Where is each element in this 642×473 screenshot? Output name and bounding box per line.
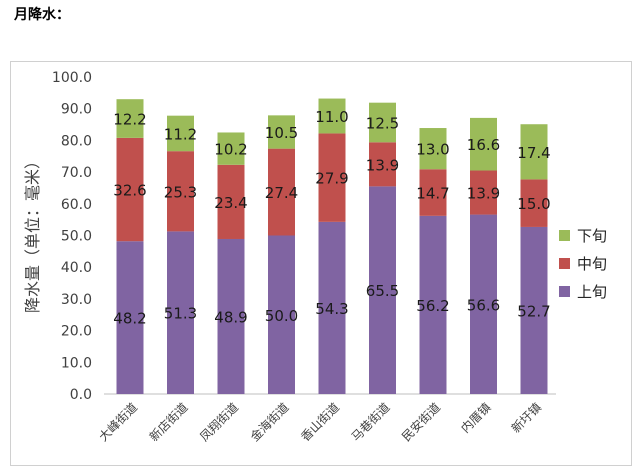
page-heading: 月降水： xyxy=(14,7,70,23)
bars xyxy=(116,98,548,394)
data-label: 13.9 xyxy=(366,156,399,174)
bar-segment xyxy=(369,186,396,394)
data-label: 12.2 xyxy=(113,111,146,129)
data-label: 48.2 xyxy=(113,310,146,328)
bar-segment xyxy=(419,215,447,394)
legend-swatch xyxy=(559,258,570,269)
data-label: 56.6 xyxy=(467,296,500,314)
data-label: 15.0 xyxy=(517,195,550,213)
y-tick-label: 60.0 xyxy=(61,197,92,213)
y-axis-label: 降水量（单位：毫米） xyxy=(23,153,42,313)
data-labels: 48.2 32.6 12.2 51.3 25.3 11.2 48.9 23.4 10.2 50.0… xyxy=(113,108,550,328)
data-label: 10.5 xyxy=(265,124,298,142)
bar-segment xyxy=(318,221,346,394)
bar-segment xyxy=(167,231,194,394)
bar-segment xyxy=(217,164,245,239)
data-label: 54.3 xyxy=(315,300,348,318)
data-label: 14.7 xyxy=(416,185,449,203)
bar-segment xyxy=(520,179,548,227)
y-tick-label: 90.0 xyxy=(61,102,92,118)
y-tick-label: 100.0 xyxy=(52,70,92,86)
data-label: 17.4 xyxy=(517,144,550,162)
y-tick-label: 0.0 xyxy=(70,387,92,403)
bar-segment xyxy=(268,235,295,394)
bar-segment xyxy=(470,214,497,394)
data-label: 27.4 xyxy=(265,184,298,202)
data-label: 52.7 xyxy=(517,302,550,320)
y-tick-label: 50.0 xyxy=(61,229,92,245)
bar-segment xyxy=(470,170,497,215)
bar-segment xyxy=(116,99,144,138)
data-label: 23.4 xyxy=(214,194,247,212)
data-label: 65.5 xyxy=(366,282,399,300)
legend-swatch xyxy=(559,286,570,297)
data-label: 11.0 xyxy=(315,108,348,126)
data-label: 11.2 xyxy=(164,125,197,143)
data-label: 13.9 xyxy=(467,185,500,203)
bar-segment xyxy=(419,169,447,216)
bar-segment xyxy=(318,133,346,222)
data-label: 51.3 xyxy=(164,305,197,323)
bar-segment xyxy=(520,226,548,394)
bar-segment xyxy=(369,102,396,143)
data-label: 32.6 xyxy=(113,182,146,200)
bar-segment xyxy=(268,115,295,149)
bar-segment xyxy=(167,151,194,232)
bar-segment xyxy=(116,137,144,242)
data-label: 10.2 xyxy=(214,141,247,159)
legend-entry: 上旬 xyxy=(577,283,607,301)
data-label: 12.5 xyxy=(366,114,399,132)
bar-segment xyxy=(268,148,295,236)
y-tick-label: 10.0 xyxy=(61,355,92,371)
y-tick-label: 20.0 xyxy=(61,324,92,340)
legend-swatch xyxy=(559,230,570,241)
bar-segment xyxy=(470,117,497,171)
bar-segment xyxy=(217,238,245,394)
data-label: 16.6 xyxy=(467,136,500,154)
legend-entry: 下旬 xyxy=(577,227,607,245)
y-axis-ticks: 0.0 10.0 20.0 30.0 40.0 50.0 60.0 70.0 80.0 90.0 1… xyxy=(52,70,92,403)
bar-segment xyxy=(167,115,194,152)
data-label: 50.0 xyxy=(265,307,298,325)
bar-segment xyxy=(318,98,346,134)
data-label: 25.3 xyxy=(164,183,197,201)
data-label: 56.2 xyxy=(416,297,449,315)
data-label: 48.9 xyxy=(214,308,247,326)
bar-segment xyxy=(419,128,447,170)
bar-segment xyxy=(520,124,548,180)
y-tick-label: 80.0 xyxy=(61,133,92,149)
bar-segment xyxy=(116,241,144,394)
data-label: 13.0 xyxy=(416,141,449,159)
bar-segment xyxy=(369,142,396,187)
bar-segment xyxy=(217,132,245,165)
y-tick-label: 40.0 xyxy=(61,260,92,276)
y-tick-label: 30.0 xyxy=(61,292,92,308)
legend-entry: 中旬 xyxy=(577,255,607,273)
data-label: 27.9 xyxy=(315,170,348,188)
y-tick-label: 70.0 xyxy=(61,165,92,181)
